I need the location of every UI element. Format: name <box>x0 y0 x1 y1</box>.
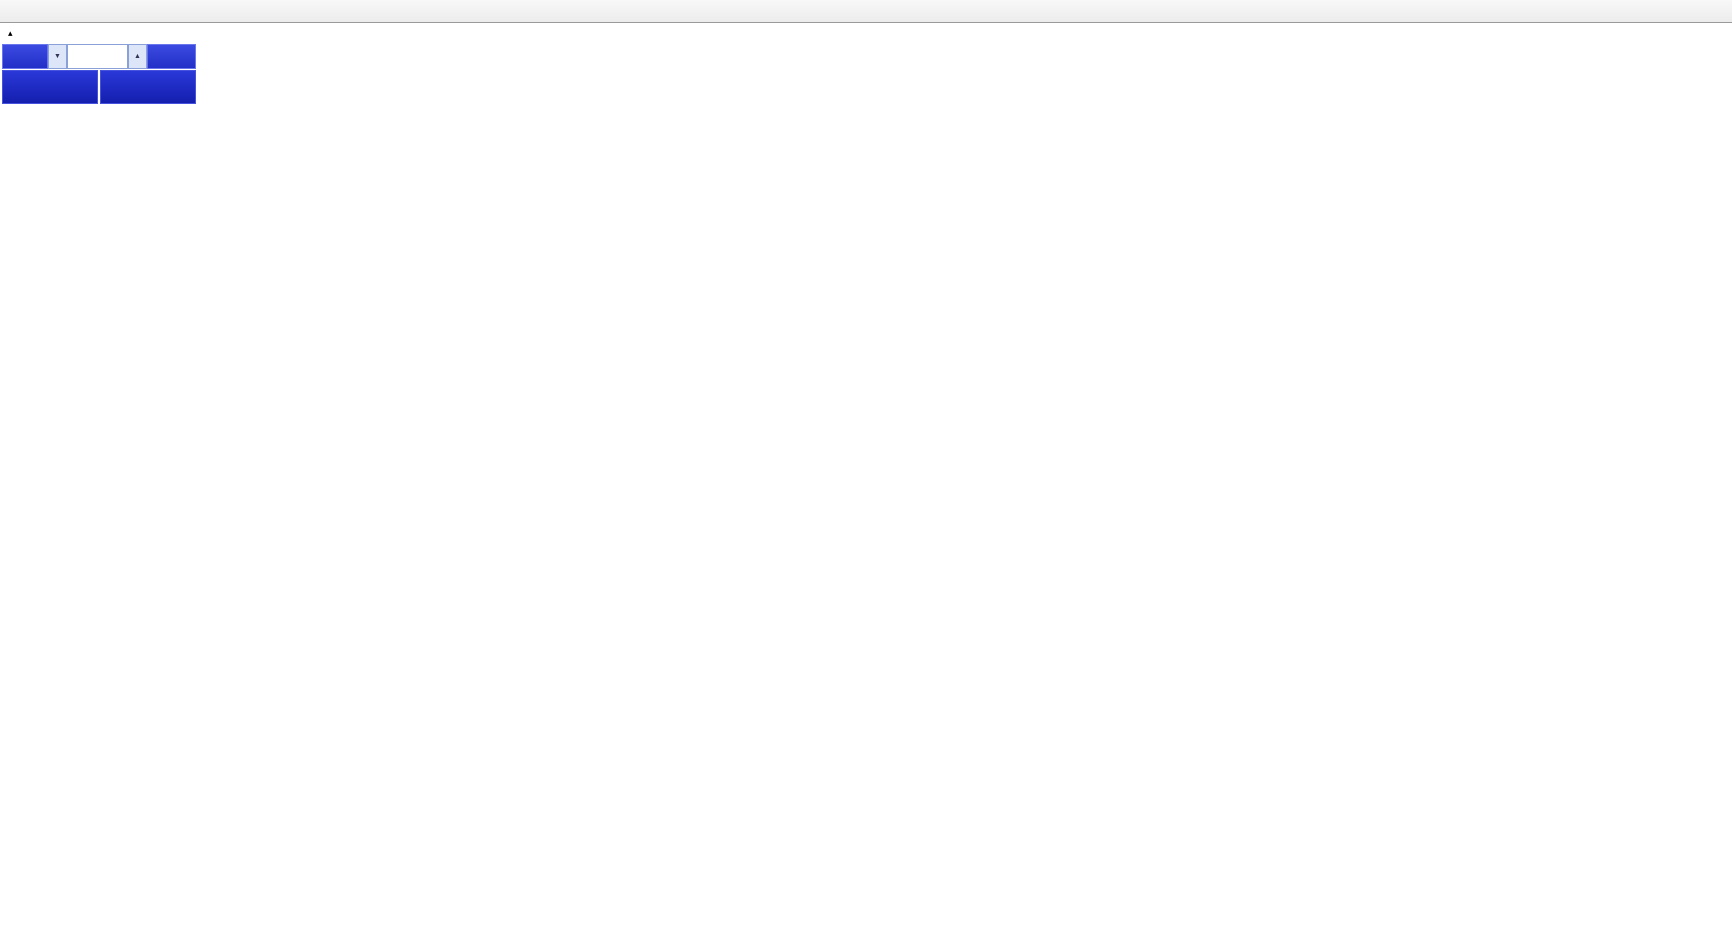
sell-price[interactable] <box>2 70 98 104</box>
one-click-trading-panel: ▼ ▲ <box>2 44 196 104</box>
sell-button[interactable] <box>2 44 48 69</box>
symbol-flag-icon: ▴ <box>8 28 13 38</box>
buy-price[interactable] <box>100 70 196 104</box>
rsi-indicator-label <box>4 755 7 767</box>
volume-input[interactable] <box>67 44 128 69</box>
volume-increase-button[interactable]: ▲ <box>128 44 147 69</box>
volume-decrease-button[interactable]: ▼ <box>48 44 67 69</box>
main-toolbar <box>0 0 1732 23</box>
symbol-info-line: ▴ <box>8 27 22 39</box>
macd-indicator-label <box>4 585 10 597</box>
buy-button[interactable] <box>147 44 196 69</box>
